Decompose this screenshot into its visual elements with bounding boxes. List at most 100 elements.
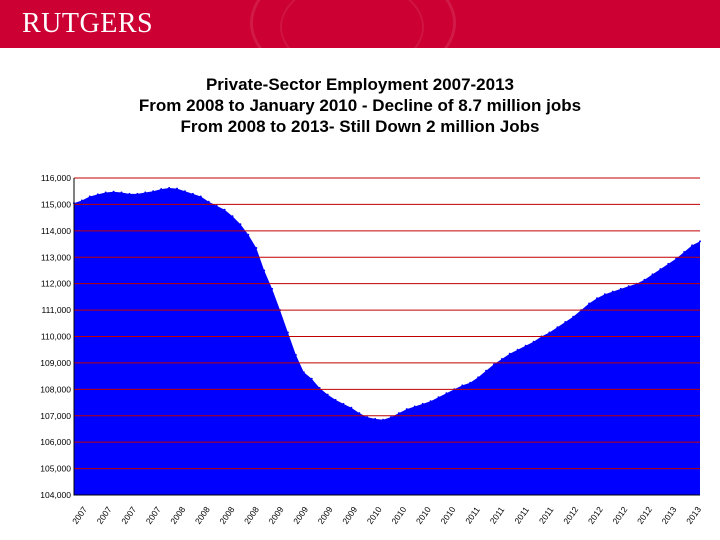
data-point (596, 297, 598, 300)
data-point (183, 190, 186, 193)
data-point (215, 204, 218, 207)
chart-axes (73, 178, 700, 496)
x-tick-label: 2009 (267, 504, 286, 525)
header-banner: RUTGERS (0, 0, 720, 48)
x-tick-label: 2007 (144, 504, 163, 525)
y-tick-label: 110,000 (41, 332, 71, 342)
data-point (461, 384, 464, 387)
data-point (128, 192, 131, 195)
y-tick-label: 112,000 (41, 279, 71, 289)
data-point (611, 290, 614, 293)
data-point (286, 331, 289, 334)
data-point (548, 331, 551, 334)
data-point (96, 193, 99, 196)
x-tick-label: 2011 (463, 505, 482, 526)
x-tick-label: 2008 (168, 504, 187, 525)
data-point (207, 200, 210, 203)
data-point (168, 187, 171, 189)
data-point (294, 354, 297, 356)
data-point (144, 191, 147, 194)
data-point (651, 273, 654, 276)
x-tick-label: 2012 (586, 504, 605, 525)
data-point (152, 190, 155, 193)
employment-area-series (74, 188, 700, 495)
data-point (564, 321, 567, 323)
data-point (643, 278, 646, 281)
y-tick-label: 111,000 (42, 305, 72, 315)
data-point (334, 398, 337, 401)
data-point (469, 381, 472, 384)
x-tick-label: 2007 (119, 504, 138, 525)
chart-subtitle-1: From 2008 to January 2010 - Decline of 8… (138, 96, 582, 115)
x-tick-label: 2010 (438, 504, 457, 525)
data-point (342, 402, 345, 405)
data-point (176, 187, 178, 190)
chart-subtitle-2: From 2008 to 2013- Still Down 2 million … (180, 117, 540, 136)
data-point (302, 371, 305, 374)
x-tick-label: 2012 (635, 504, 654, 525)
chart-title-block: Private-Sector Employment 2007-2013 From… (0, 74, 720, 137)
data-point (382, 418, 384, 421)
data-point (310, 377, 313, 380)
data-point (683, 251, 686, 253)
data-point (366, 416, 369, 419)
banner-seal-watermark (250, 0, 456, 48)
data-point (231, 215, 234, 218)
data-point (532, 340, 535, 343)
data-point (104, 191, 107, 194)
data-point (112, 190, 115, 193)
data-point (318, 387, 321, 389)
data-point (603, 293, 606, 296)
x-tick-label: 2008 (193, 504, 212, 525)
data-point (326, 393, 329, 396)
data-point (508, 352, 511, 355)
data-point (691, 244, 694, 247)
data-point (477, 376, 480, 379)
y-tick-label: 105,000 (40, 464, 71, 474)
data-point (516, 348, 519, 351)
data-point (350, 406, 353, 409)
data-point (429, 400, 432, 403)
y-tick-label: 107,000 (40, 411, 71, 421)
x-tick-label: 2009 (340, 504, 359, 525)
data-point (80, 199, 83, 202)
data-point (405, 408, 408, 411)
y-tick-label: 104,000 (40, 490, 71, 500)
data-point (247, 233, 250, 236)
x-tick-label: 2008 (242, 504, 261, 525)
data-point (659, 268, 662, 271)
data-point (619, 287, 622, 290)
banner-seal-inner (280, 0, 424, 48)
x-tick-label: 2013 (659, 504, 678, 525)
rutgers-logo: RUTGERS (22, 8, 154, 39)
data-point (627, 285, 630, 288)
x-tick-label: 2009 (291, 504, 310, 525)
data-point (421, 402, 424, 405)
x-tick-label: 2010 (414, 504, 433, 525)
data-point (263, 269, 266, 272)
data-point (667, 262, 670, 265)
data-point (191, 192, 194, 195)
data-point (675, 257, 678, 260)
x-tick-label: 2012 (610, 504, 629, 525)
data-point (699, 240, 701, 243)
y-tick-label: 116,000 (41, 173, 71, 183)
y-tick-label: 106,000 (40, 437, 71, 447)
data-point (445, 392, 448, 395)
x-tick-label: 2012 (561, 504, 580, 525)
x-tick-label: 2007 (70, 504, 89, 525)
data-point (160, 188, 163, 191)
data-point (588, 302, 591, 305)
data-point (556, 326, 559, 329)
data-point (413, 405, 416, 408)
y-tick-label: 109,000 (40, 358, 71, 368)
data-point (199, 195, 202, 198)
y-tick-label: 108,000 (40, 384, 71, 394)
data-point (223, 208, 226, 211)
employment-area-chart: 104,000 105,000 106,000 107,000 108,000 109,0… (40, 173, 703, 526)
y-tick-label: 113,000 (41, 252, 71, 262)
x-tick-label: 2010 (389, 504, 408, 525)
data-point (437, 396, 440, 399)
data-point (390, 416, 392, 419)
x-tick-label: 2010 (365, 504, 384, 525)
